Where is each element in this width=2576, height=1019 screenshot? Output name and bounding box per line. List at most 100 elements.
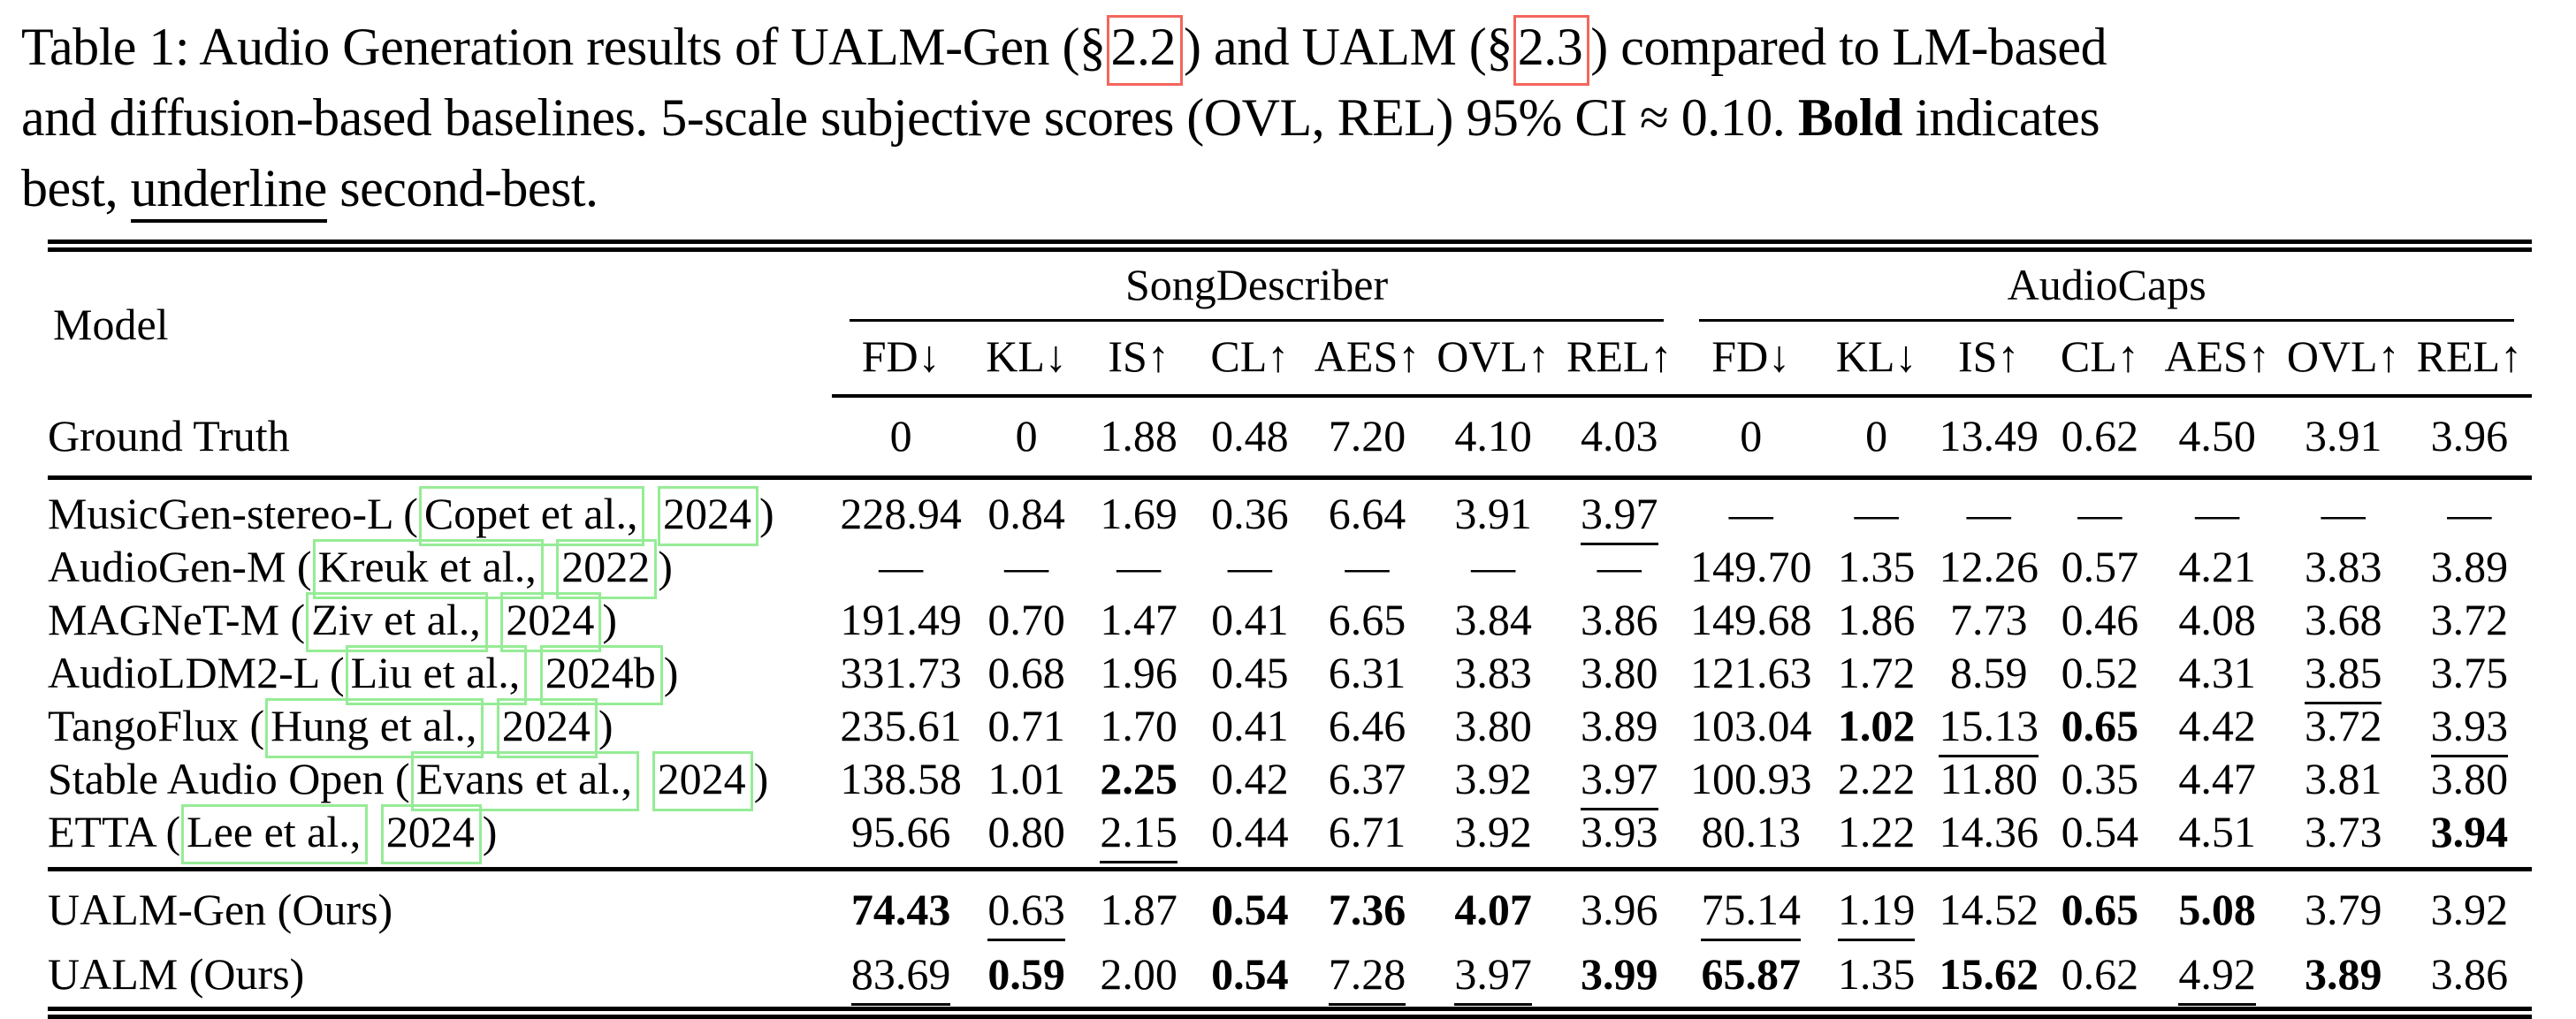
metric-value: 0.62: [2061, 411, 2139, 461]
citation-year-link[interactable]: 2024: [380, 804, 482, 865]
metric-cell: 3.99: [1557, 942, 1681, 1007]
metric-value: 0: [1015, 411, 1038, 461]
metric-value: 0.45: [1211, 648, 1289, 698]
metric-cell: 1.96: [1083, 646, 1195, 699]
citation-author-link[interactable]: Hung et al.,: [265, 698, 484, 759]
metric-value: —: [879, 542, 924, 592]
metric-cell: 0.54: [2045, 805, 2155, 872]
metric-cell: 1.70: [1083, 699, 1195, 752]
metric-cell: 7.36: [1305, 870, 1429, 943]
citation-author-link[interactable]: Liu et al.,: [345, 645, 528, 706]
metric-value: 3.79: [2304, 885, 2382, 935]
citation-year-link[interactable]: 2024: [500, 592, 602, 653]
metric-cell: 11.80: [1932, 752, 2045, 805]
metric-value: 4.21: [2178, 542, 2256, 592]
metric-value: 65.87: [1701, 949, 1801, 1000]
metric-value: —: [1227, 542, 1272, 592]
metric-value: 3.89: [2430, 542, 2509, 592]
table-row: UALM (Ours) 83.69 0.59 2.00 0.54 7.28 3.97 3.99…: [48, 942, 2532, 1007]
metric-cell: 3.96: [2406, 396, 2532, 481]
metric-value: —: [2195, 489, 2240, 539]
model-name: Ground Truth: [48, 411, 290, 461]
caption-underline-word: underline: [130, 158, 327, 223]
metric-cell: 3.91: [1429, 478, 1557, 541]
citation-year-link[interactable]: 2024: [496, 698, 598, 759]
metric-cell: 0.46: [2045, 593, 2154, 646]
section-ref-link[interactable]: 2.3: [1513, 15, 1590, 86]
metric-column-header: FD↓: [831, 322, 971, 399]
citation-author-link[interactable]: Ziv et al.,: [306, 592, 488, 653]
metric-value: 6.37: [1328, 754, 1406, 804]
metric-value: 2.25: [1100, 754, 1177, 804]
metric-cell: 3.81: [2280, 752, 2407, 805]
metric-cell: 0.54: [1195, 870, 1305, 943]
metric-value: 121.63: [1689, 648, 1812, 698]
model-name: ETTA: [48, 807, 155, 857]
metric-cell: 7.20: [1304, 396, 1430, 481]
metric-cell: 0.84: [971, 478, 1083, 541]
metric-value: —: [1345, 542, 1390, 592]
header-metric-row: FD↓ KL↓ IS↑ CL↑ AES↑ OVL↑ REL↑ FD↓ KL↓ IS↑ CL↑ AES↑…: [48, 322, 2532, 399]
caption-text: ) compared to LM-based: [1590, 18, 2107, 76]
metric-cell: 138.58: [832, 752, 971, 805]
metric-value: 6.31: [1328, 648, 1406, 698]
metric-value: 0.68: [987, 648, 1065, 698]
metric-column-header: CL↑: [1194, 322, 1305, 399]
metric-value: 1.19: [1837, 885, 1916, 942]
table-row: AudioLDM2-L (Liu et al., 2024b) 331.73 0.6…: [48, 645, 2532, 706]
dataset-group-header: SongDescriber: [832, 252, 1682, 323]
metric-cell: 95.66: [831, 805, 971, 872]
metric-cell: 74.43: [832, 870, 971, 943]
metric-cell: 149.70: [1681, 540, 1820, 593]
citation-author-link[interactable]: Lee et al.,: [181, 804, 369, 865]
metric-cell: 0.41: [1195, 593, 1305, 646]
metric-cell: 1.88: [1082, 396, 1195, 481]
metric-value: 14.36: [1939, 807, 2039, 857]
citation-author-link[interactable]: Evans et al.,: [410, 751, 640, 812]
metric-value: —: [1597, 542, 1642, 592]
citation-year-link[interactable]: 2024b: [539, 645, 663, 706]
model-cell: Stable Audio Open (Evans et al., 2024): [48, 751, 832, 812]
metric-value: 2.22: [1837, 754, 1916, 804]
section-ref-link[interactable]: 2.2: [1106, 15, 1184, 86]
metric-cell: 3.83: [1429, 646, 1557, 699]
metric-column-header: KL↓: [1820, 322, 1933, 399]
metric-value: 74.43: [850, 885, 951, 935]
metric-cell: 3.79: [2280, 870, 2407, 943]
metric-cell: 3.73: [2279, 805, 2407, 872]
caption-bold-word: Bold: [1797, 87, 1903, 147]
metric-cell: 0.48: [1194, 396, 1305, 481]
metric-cell: 1.86: [1820, 593, 1932, 646]
metric-value: 0.54: [1211, 949, 1289, 1000]
citation-year-link[interactable]: 2024: [652, 751, 753, 812]
metric-value: 3.72: [2430, 595, 2509, 645]
metric-cell: 0.52: [2045, 646, 2154, 699]
metric-cell: 149.68: [1681, 593, 1820, 646]
metric-value: 3.72: [2304, 701, 2382, 751]
table-row: AudioGen-M (Kreuk et al., 2022) — — — — — — — 14…: [48, 539, 2532, 600]
metric-cell: 6.37: [1305, 752, 1429, 805]
metric-cell: —: [1681, 478, 1820, 541]
metric-cell: —: [1820, 478, 1932, 541]
citation-year-link[interactable]: 2024: [657, 486, 758, 547]
metric-cell: 1.35: [1820, 540, 1932, 593]
caption-text: indicates: [1902, 87, 2100, 147]
metric-value: 103.04: [1689, 701, 1812, 751]
metric-cell: 228.94: [832, 478, 971, 541]
citation-author-link[interactable]: Copet et al.,: [418, 486, 645, 547]
metric-cell: 12.26: [1932, 540, 2045, 593]
metric-cell: 3.97: [1557, 752, 1681, 811]
citation-author-link[interactable]: Kreuk et al.,: [312, 539, 544, 600]
metric-value: 11.80: [1940, 754, 2039, 804]
metric-cell: 3.93: [2407, 699, 2532, 758]
metric-cell: 13.49: [1932, 396, 2046, 481]
metric-cell: 3.96: [1557, 870, 1681, 943]
metric-cell: 4.50: [2154, 396, 2280, 481]
metric-value: 0.44: [1211, 807, 1289, 857]
table-row: MusicGen-stereo-L (Copet et al., 2024) 22…: [48, 478, 2532, 547]
metric-cell: 0.80: [970, 805, 1083, 872]
results-table-wrap: Model SongDescriber AudioCaps FD↓ KL↓ IS↑ CL↑ A…: [48, 240, 2532, 1019]
citation-year-link[interactable]: 2022: [556, 539, 658, 600]
metric-cell: —: [2155, 478, 2280, 541]
metric-cell: 3.72: [2280, 699, 2407, 752]
